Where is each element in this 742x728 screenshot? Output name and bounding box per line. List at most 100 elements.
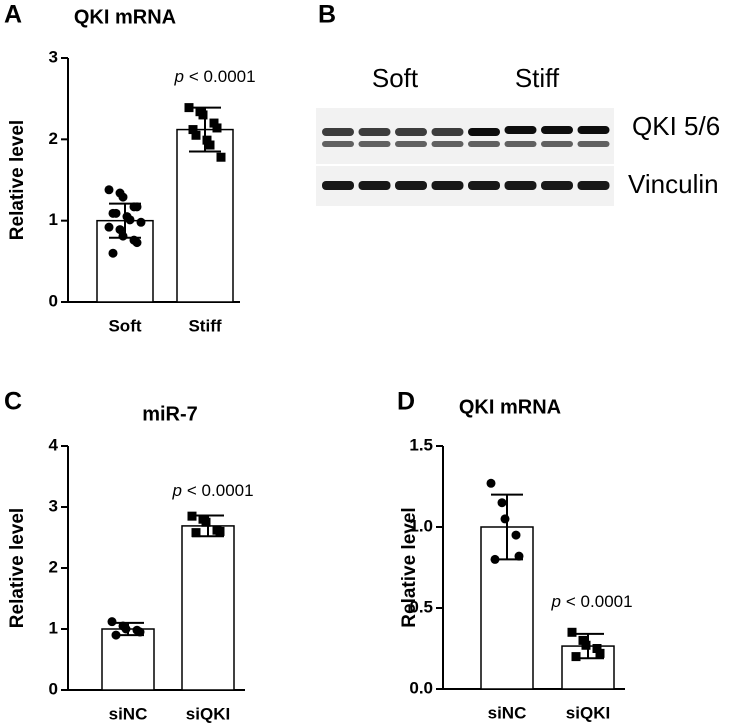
bar	[101, 628, 155, 691]
blot-strip	[316, 108, 614, 164]
y-tick-label: 0	[49, 679, 58, 698]
y-axis-label: Relative level	[7, 120, 28, 240]
data-point	[188, 125, 198, 135]
chart-title: miR-7	[142, 403, 198, 425]
x-tick-label: siNC	[488, 703, 527, 722]
y-tick-label: 3	[49, 496, 58, 515]
band	[468, 128, 500, 136]
band	[541, 126, 573, 134]
data-point	[216, 152, 226, 162]
data-point	[104, 222, 114, 232]
annotation-text: < 0.0001	[189, 67, 256, 86]
data-point	[497, 498, 507, 508]
panel-letter: C	[4, 388, 22, 416]
data-point	[205, 140, 215, 150]
data-point	[209, 118, 219, 128]
band	[468, 141, 500, 147]
band	[395, 128, 427, 136]
data-point	[191, 528, 201, 538]
data-point	[215, 526, 225, 536]
data-point	[111, 208, 121, 218]
annotation-italic: p	[550, 592, 560, 611]
band	[358, 181, 391, 190]
data-point	[592, 644, 602, 653]
data-point	[104, 185, 114, 195]
data-point	[202, 135, 212, 145]
bar	[181, 525, 235, 691]
data-point	[108, 248, 118, 258]
y-axis-label: Relative level	[7, 508, 28, 628]
band	[468, 181, 500, 190]
band	[395, 181, 427, 190]
data-point	[118, 192, 128, 202]
annotation-text: < 0.0001	[566, 592, 633, 611]
band	[431, 141, 464, 147]
y-tick-label: 2	[49, 557, 58, 576]
band	[504, 126, 537, 134]
band	[358, 141, 391, 147]
band	[358, 128, 391, 136]
band	[322, 181, 354, 190]
error-bar	[189, 106, 221, 153]
data-point	[125, 215, 135, 225]
data-point	[136, 217, 146, 227]
annotation-italic: p	[173, 67, 183, 86]
y-tick-label: 3	[49, 47, 58, 66]
data-point	[486, 478, 496, 488]
bands	[322, 126, 610, 190]
panel-letter: D	[397, 388, 415, 416]
data-point	[132, 202, 142, 212]
data-point	[578, 635, 588, 645]
annotation-text: < 0.0001	[187, 481, 254, 500]
chart-title: QKI mRNA	[459, 396, 561, 418]
data-point	[212, 123, 222, 133]
band	[577, 181, 610, 190]
y-tick-label: 2	[49, 129, 58, 148]
annotation: p < 0.0001	[173, 67, 255, 86]
data-point	[121, 624, 131, 634]
chart-title: QKI mRNA	[74, 6, 176, 28]
band	[322, 128, 354, 136]
group-label: Stiff	[515, 63, 560, 93]
row-label: Vinculin	[628, 169, 719, 199]
y-tick-label: 0.0	[409, 678, 433, 697]
annotation: p < 0.0001	[550, 592, 632, 611]
data-point	[511, 530, 521, 540]
x-tick-label: siQKI	[186, 704, 230, 723]
data-point	[581, 640, 591, 650]
error-bar	[109, 202, 141, 239]
x-tick-label: siNC	[109, 704, 148, 723]
panel-letter: A	[4, 1, 22, 29]
data-point	[191, 130, 201, 140]
row-label: QKI 5/6	[632, 111, 720, 141]
x-tick-label: Soft	[108, 316, 141, 335]
y-tick-label: 0	[49, 291, 58, 310]
error-bar	[491, 493, 523, 561]
data-point	[571, 652, 581, 662]
chart: D QKI mRNA Relative level 0.0 0.5 1.0 1.5 siNC s…	[397, 388, 633, 723]
data-point	[118, 231, 128, 241]
band	[577, 126, 610, 134]
data-point	[198, 110, 208, 120]
data-point	[500, 514, 510, 524]
annotation-italic: p	[171, 481, 181, 500]
band	[431, 128, 464, 136]
x-tick-label: siQKI	[566, 703, 610, 722]
band	[504, 141, 537, 147]
y-tick-label: 1	[49, 618, 58, 637]
blot-panel: B Soft Stiff QKI 5/6 Vinculin	[316, 1, 720, 206]
y-axis-label: Relative level	[399, 507, 420, 627]
band	[395, 141, 427, 147]
y-tick-label: 0.5	[409, 597, 433, 616]
data-point	[201, 517, 211, 527]
y-tick-label: 1	[49, 210, 58, 229]
y-tick-label: 4	[49, 435, 59, 454]
band	[322, 141, 354, 147]
panel-letter: B	[318, 1, 336, 29]
band	[541, 141, 573, 147]
data-point	[132, 238, 142, 248]
y-tick-label: 1.5	[409, 435, 433, 454]
y-tick-label: 1.0	[409, 516, 433, 535]
error-bar	[192, 514, 224, 538]
